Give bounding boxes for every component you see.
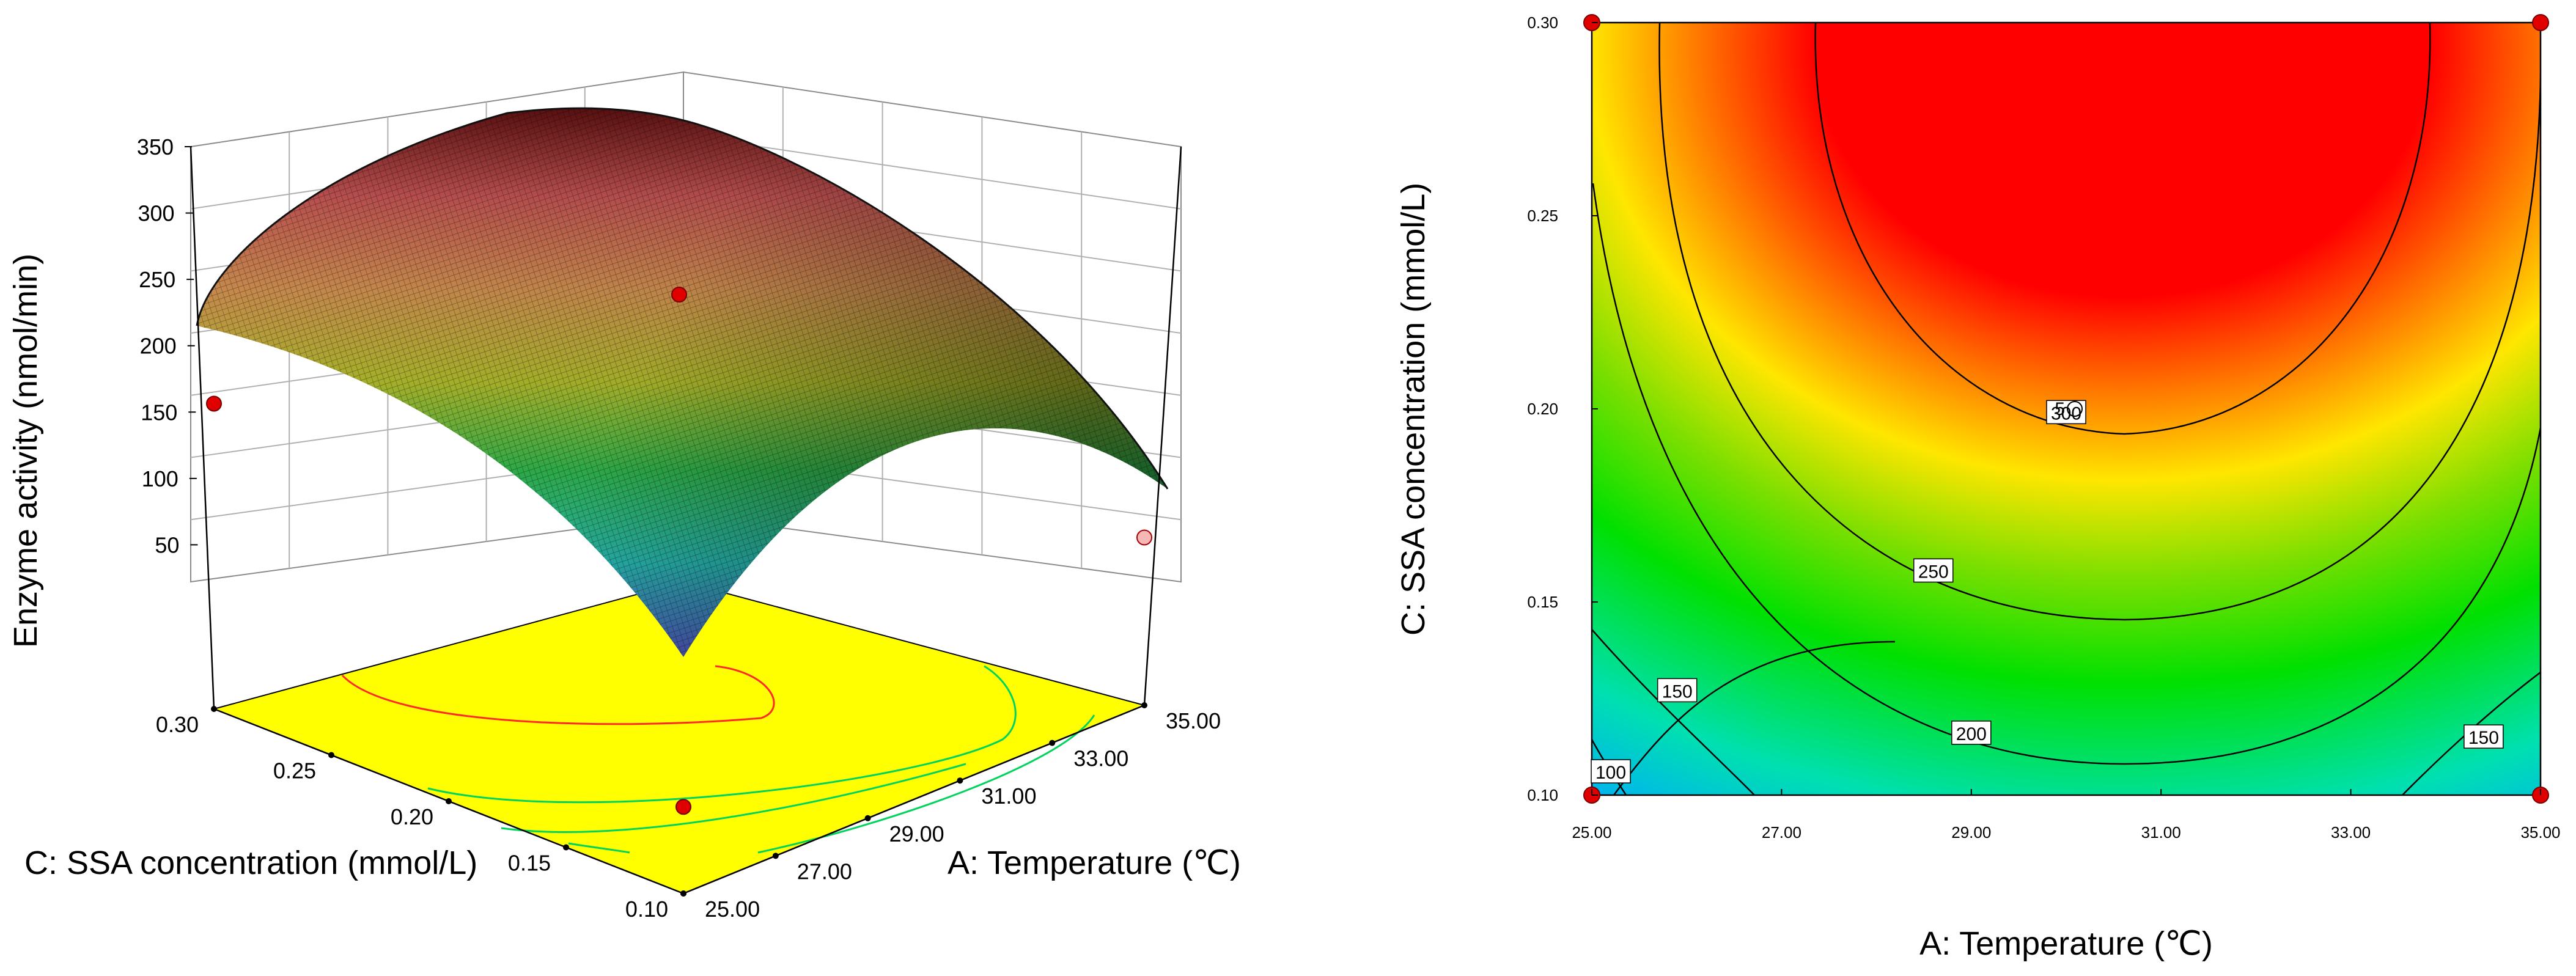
y-tick — [680, 890, 686, 897]
z-tick-label: 350 — [137, 134, 174, 160]
contour-x-tick-label: 33.00 — [2331, 823, 2371, 842]
contour-x-tick-label: 31.00 — [2141, 823, 2181, 842]
contour-label: 100 — [1595, 763, 1626, 783]
contour-label: 250 — [1918, 562, 1949, 582]
x-ticks: 25.00 27.00 29.00 31.00 33.00 35.00 — [680, 702, 1221, 922]
contour-label: 150 — [2468, 728, 2499, 748]
z-tick-label: 200 — [140, 334, 177, 359]
x-tick-label: 35.00 — [1166, 708, 1221, 733]
y-tick-label: 0.20 — [391, 804, 433, 829]
y-ticks: 0.10 0.15 0.20 0.25 0.30 — [156, 706, 686, 922]
center-point-marker — [2067, 401, 2083, 417]
contour-y-tick-label: 0.15 — [1527, 593, 1558, 611]
y-tick — [446, 798, 452, 804]
contour-x-tick-label: 29.00 — [1951, 823, 1991, 842]
x-tick — [772, 853, 779, 859]
contour-label-box — [1591, 759, 1631, 783]
design-points — [206, 287, 1152, 815]
x-tick-label: 33.00 — [1073, 746, 1128, 771]
contour-x-tick-label: 35.00 — [2520, 823, 2560, 842]
contour-y-tick-label: 0.30 — [1527, 13, 1558, 32]
contour-y-tick-label: 0.20 — [1527, 400, 1558, 418]
z-tick-label: 150 — [141, 400, 177, 425]
y-axis-label: C: SSA concentration (mmol/L) — [24, 845, 477, 881]
surface-mesh — [197, 108, 1168, 658]
contour-y-tick-label: 0.25 — [1527, 207, 1558, 225]
contour-label: 150 — [1662, 681, 1693, 702]
y-tick — [328, 752, 334, 758]
contour-plot: 100 150 200 250 300 150 5 25.00 27.00 29.00 31.0… — [1395, 13, 2561, 962]
contour-y-tick-label: 0.10 — [1527, 786, 1558, 804]
y-tick-label: 0.30 — [156, 712, 199, 737]
center-point: 5 — [2055, 399, 2083, 419]
contour-label-box — [1913, 558, 1954, 583]
contour-label-box — [1951, 721, 1992, 745]
x-tick — [864, 815, 871, 821]
surface-plot: 50 100 150 200 250 300 350 25.00 27.00 29.00 31.0… — [7, 71, 1241, 922]
x-tick — [1049, 739, 1056, 746]
surface-ridge — [196, 107, 1169, 490]
z-tick-label: 100 — [142, 466, 178, 491]
x-tick-label: 27.00 — [797, 859, 852, 884]
contour-y-ticks: 0.10 0.15 0.20 0.25 0.30 — [1527, 13, 1598, 804]
x-tick-label: 31.00 — [981, 783, 1036, 809]
contour-labels: 100 150 200 250 300 150 — [1591, 400, 2504, 783]
center-point-label: 5 — [2055, 399, 2065, 419]
contour-label: 200 — [1956, 724, 1987, 744]
y-tick — [211, 706, 217, 712]
y-tick-label: 0.10 — [625, 897, 668, 922]
contour-x-ticks: 25.00 27.00 29.00 31.00 33.00 35.00 — [1572, 789, 2561, 842]
contour-x-axis-label: A: Temperature (℃) — [1919, 925, 2213, 962]
z-tick-label: 300 — [138, 201, 174, 226]
design-point — [206, 395, 222, 412]
contour-y-axis-label: C: SSA concentration (mmol/L) — [1395, 183, 1432, 636]
contour-label-box — [1657, 678, 1698, 703]
corner-design-point — [2532, 14, 2549, 31]
z-tick-label: 50 — [155, 532, 179, 557]
x-tick — [1141, 702, 1147, 708]
design-point — [675, 799, 691, 815]
z-tick-label: 250 — [139, 267, 175, 292]
z-ticks: 50 100 150 200 250 300 350 — [137, 134, 198, 557]
corner-points — [1583, 14, 2549, 804]
contour-label: 300 — [2051, 403, 2081, 424]
x-tick — [957, 777, 963, 784]
design-point — [1136, 529, 1152, 546]
x-axis-label: A: Temperature (℃) — [948, 845, 1241, 881]
y-tick-label: 0.15 — [508, 851, 551, 876]
x-tick-label: 29.00 — [889, 821, 944, 846]
contour-x-tick-label: 27.00 — [1762, 823, 1801, 842]
contour-label-box — [2046, 400, 2086, 425]
floor-contours — [341, 665, 1095, 854]
contour-label-box — [2464, 724, 2504, 749]
y-tick — [563, 844, 569, 851]
contour-x-tick-label: 25.00 — [1572, 823, 1611, 842]
design-point — [671, 287, 687, 303]
x-tick-label: 25.00 — [705, 897, 760, 922]
z-axis-label: Enzyme activity (nmol/min) — [7, 254, 44, 648]
y-tick-label: 0.25 — [273, 758, 316, 783]
